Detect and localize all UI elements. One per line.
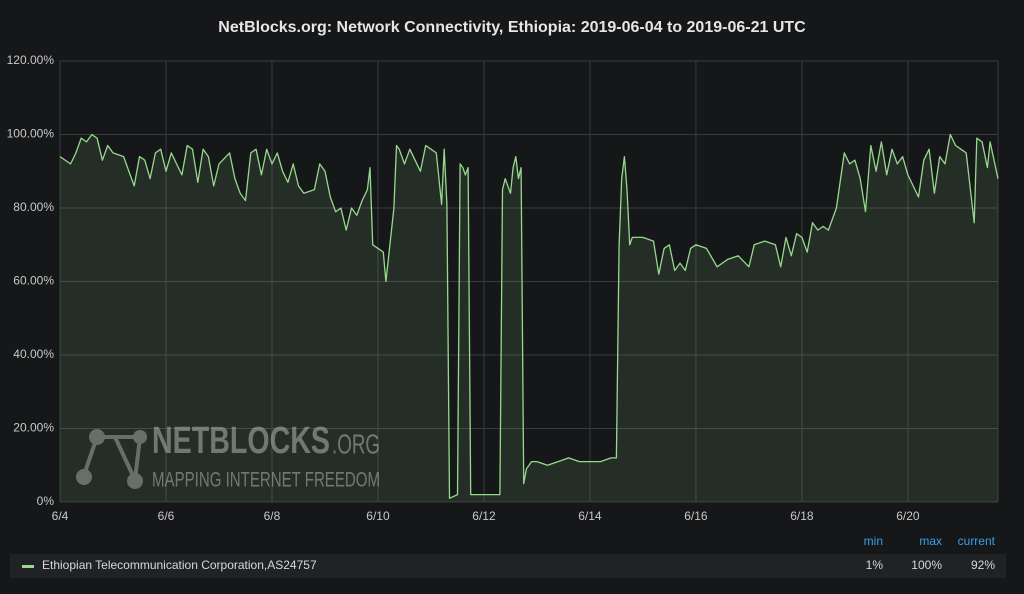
legend-value: 92% — [971, 558, 995, 572]
x-tick-label: 6/18 — [790, 509, 814, 523]
x-tick-label: 6/12 — [472, 509, 496, 523]
x-tick-label: 6/14 — [578, 509, 602, 523]
x-tick-label: 6/8 — [264, 509, 281, 523]
logo-node — [76, 469, 92, 485]
y-tick-label: 80.00% — [13, 200, 54, 214]
legend: Ethiopian Telecommunication Corporation,… — [10, 534, 1006, 578]
watermark: NETBLOCKS .ORG MAPPING INTERNET FREEDOM — [76, 420, 380, 492]
x-tick-label: 6/4 — [52, 509, 69, 523]
chart-title: NetBlocks.org: Network Connectivity, Eth… — [218, 19, 806, 36]
plot-area: 0% 20.00% 40.00% 60.00% 80.00% 100.00% 120.00%… — [7, 53, 999, 523]
legend-value: 100% — [911, 558, 942, 572]
y-tick-label: 0% — [37, 494, 55, 508]
y-tick-label: 20.00% — [13, 421, 54, 435]
logo-node — [89, 429, 105, 445]
watermark-logo — [82, 435, 142, 481]
x-tick-label: 6/20 — [896, 509, 920, 523]
legend-header: min — [864, 534, 883, 548]
legend-header: current — [958, 534, 996, 548]
y-tick-label: 100.00% — [7, 127, 55, 141]
x-tick-label: 6/16 — [684, 509, 708, 523]
y-tick-label: 120.00% — [7, 53, 55, 67]
watermark-nodes — [76, 429, 147, 489]
logo-edge — [133, 436, 142, 481]
y-tick-label: 60.00% — [13, 274, 54, 288]
x-tick-label: 6/6 — [158, 509, 175, 523]
legend-header: max — [919, 534, 942, 548]
x-tick-label: 6/10 — [366, 509, 390, 523]
logo-node — [127, 473, 143, 489]
legend-row — [10, 554, 1006, 578]
watermark-tagline: MAPPING INTERNET FREEDOM — [152, 469, 380, 492]
legend-swatch — [22, 565, 34, 568]
area — [60, 134, 998, 502]
line — [59, 133, 999, 499]
logo-edge — [82, 436, 99, 476]
watermark-domain: .ORG — [332, 428, 380, 459]
legend-value: 1% — [866, 558, 884, 572]
legend-label: Ethiopian Telecommunication Corporation,… — [42, 558, 317, 572]
logo-node — [133, 430, 147, 444]
watermark-brand: NETBLOCKS — [152, 420, 330, 462]
y-tick-label: 40.00% — [13, 347, 54, 361]
logo-edge — [113, 436, 137, 481]
